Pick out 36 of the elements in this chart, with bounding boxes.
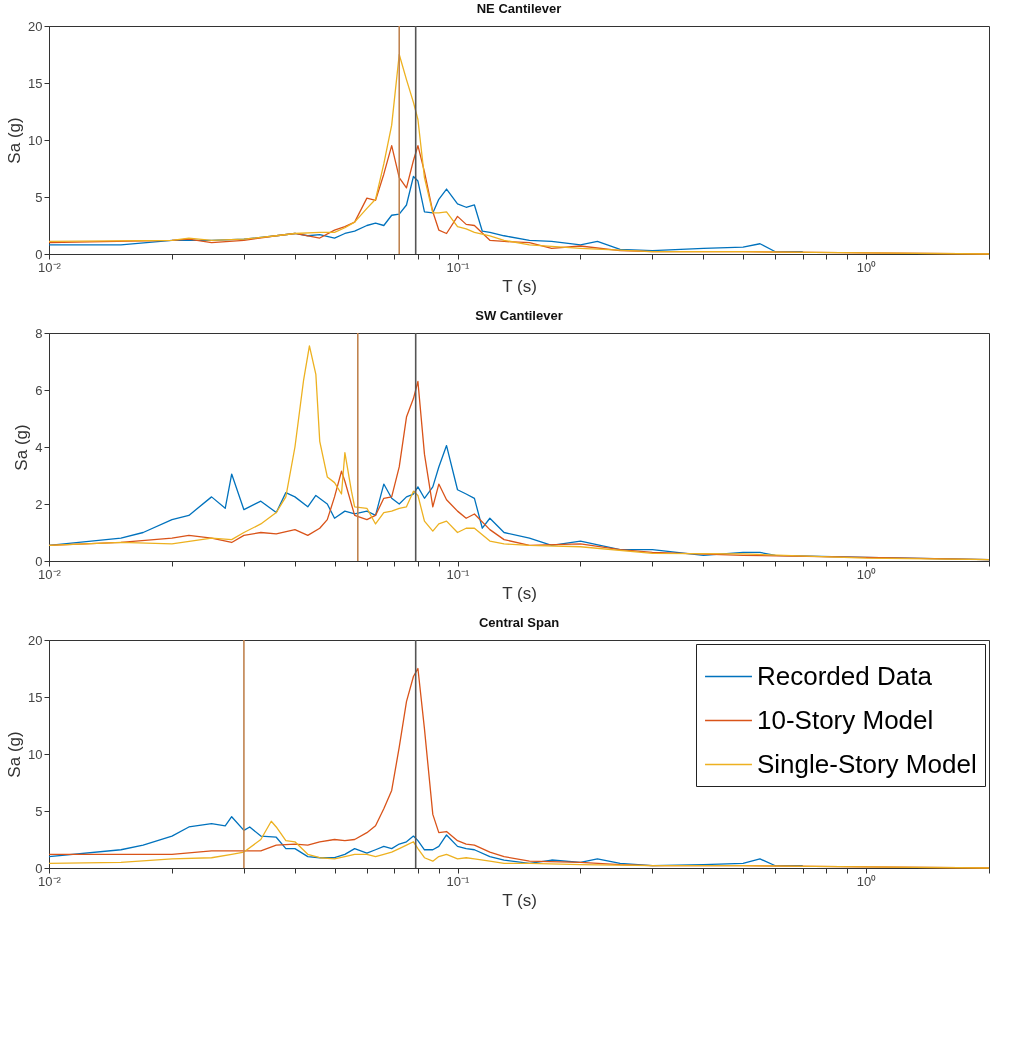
y-tick-label: 15	[28, 75, 43, 91]
x-tick-label: 10⁻¹	[446, 873, 471, 889]
x-tick-label: 10⁻²	[38, 873, 62, 889]
y-tick-label: 0	[35, 860, 43, 876]
x-axis-title: T (s)	[502, 890, 537, 910]
y-axis-title: Sa (g)	[12, 424, 32, 471]
chart-title: NE Cantilever	[476, 1, 562, 16]
x-tick-label: 10⁻¹	[446, 259, 471, 275]
y-tick-label: 5	[35, 189, 43, 205]
y-tick-label: 4	[35, 439, 43, 455]
x-tick-label: 10⁰	[856, 566, 877, 582]
legend-label: Recorded Data	[757, 660, 933, 691]
x-tick-label: 10⁻²	[38, 566, 62, 582]
x-axis-title: T (s)	[502, 276, 537, 296]
chart-title: Central Span	[478, 615, 560, 630]
y-tick-label: 0	[35, 246, 43, 262]
y-tick-label: 20	[28, 18, 43, 34]
y-tick-label: 5	[35, 803, 43, 819]
x-tick-label: 10⁰	[856, 873, 877, 889]
y-tick-label: 20	[28, 632, 43, 648]
x-axis-title: T (s)	[502, 583, 537, 603]
x-tick-label: 10⁻²	[38, 259, 62, 275]
x-tick-label: 10⁻¹	[446, 566, 471, 582]
y-tick-label: 0	[35, 553, 43, 569]
legend-label: Single-Story Model	[757, 748, 977, 779]
y-tick-label: 10	[28, 746, 43, 762]
y-tick-label: 2	[35, 496, 43, 512]
y-tick-label: 6	[35, 382, 43, 398]
legend-label: 10-Story Model	[757, 704, 934, 735]
y-axis-title: Sa (g)	[5, 117, 25, 164]
y-tick-label: 15	[28, 689, 43, 705]
y-axis-title: Sa (g)	[5, 731, 25, 778]
chart-title: SW Cantilever	[475, 308, 563, 323]
x-tick-label: 10⁰	[856, 259, 877, 275]
y-tick-label: 10	[28, 132, 43, 148]
y-tick-label: 8	[35, 325, 43, 341]
